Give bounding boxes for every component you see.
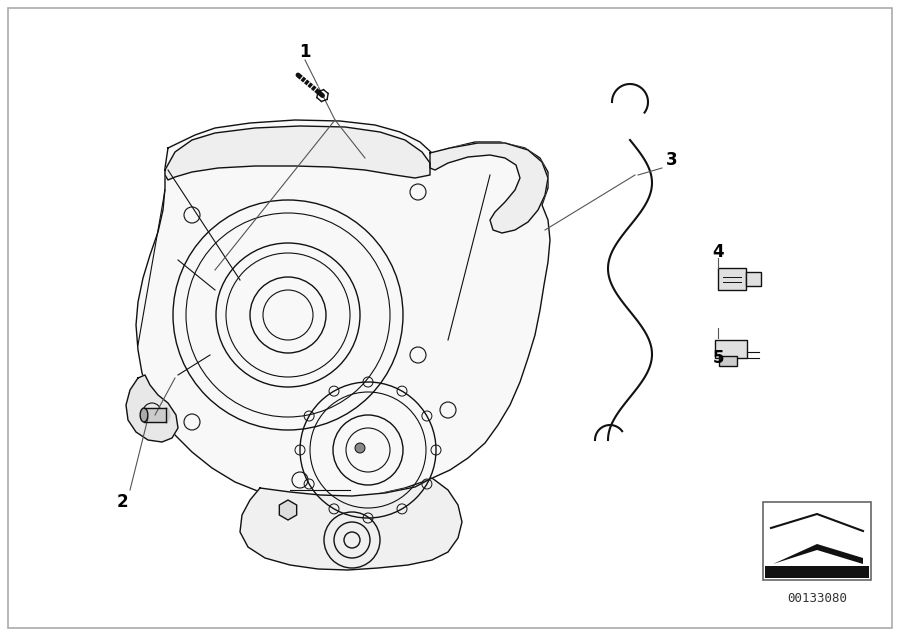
Bar: [765, 566, 869, 578]
Text: 00133080: 00133080: [787, 591, 847, 604]
Bar: [763, 502, 871, 580]
Text: 3: 3: [666, 151, 678, 169]
Polygon shape: [136, 120, 550, 500]
Polygon shape: [126, 375, 178, 442]
Text: 5: 5: [712, 349, 724, 367]
Ellipse shape: [162, 408, 170, 422]
Bar: [746, 272, 761, 286]
Ellipse shape: [140, 408, 148, 422]
Bar: [715, 340, 747, 358]
Text: 4: 4: [712, 243, 724, 261]
Polygon shape: [430, 143, 548, 233]
Bar: [719, 356, 737, 366]
Bar: [144, 408, 166, 422]
Text: 2: 2: [116, 493, 128, 511]
Polygon shape: [240, 478, 462, 570]
Bar: [718, 268, 746, 290]
Circle shape: [355, 443, 365, 453]
Text: 1: 1: [299, 43, 310, 61]
Polygon shape: [165, 126, 430, 180]
Polygon shape: [773, 544, 863, 564]
